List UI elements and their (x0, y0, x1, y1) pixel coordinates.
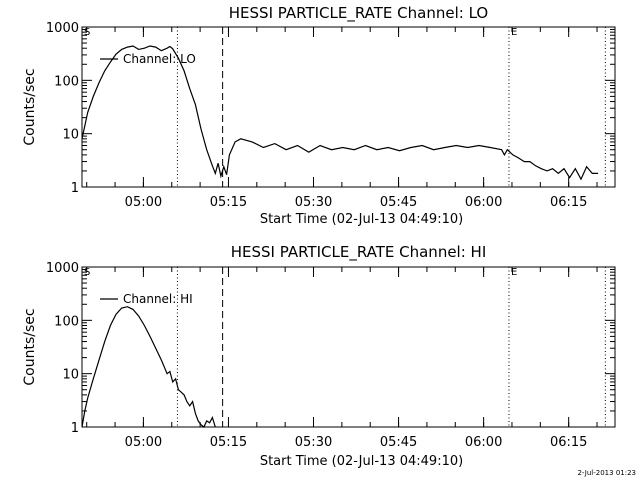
legend-label: Channel: HI (123, 292, 193, 306)
y-axis-label: Counts/sec (22, 308, 38, 385)
y-tick-label: 10 (62, 128, 79, 143)
x-tick-label: 06:00 (465, 435, 502, 450)
x-tick-label: 05:00 (125, 435, 162, 450)
y-axis-label: Counts/sec (22, 68, 38, 145)
x-tick-label: 06:15 (550, 435, 587, 450)
x-tick-label: 05:30 (295, 195, 332, 210)
chart-title: HESSI PARTICLE_RATE Channel: HI (231, 243, 487, 262)
x-tick-label: 05:00 (125, 195, 162, 210)
y-tick-label: 1000 (46, 261, 79, 276)
y-tick-label: 1000 (46, 21, 79, 36)
panel-lo: HESSI PARTICLE_RATE Channel: LO 1 10 100 100… (22, 4, 616, 227)
x-tick-label: 06:00 (465, 195, 502, 210)
series-line (81, 306, 216, 428)
footer-timestamp: 2-Jul-2013 01:23 (577, 469, 636, 477)
x-tick-label: 05:15 (210, 435, 247, 450)
marker-label: S (84, 267, 90, 278)
y-tick-label: 1 (71, 181, 79, 196)
chart-title: HESSI PARTICLE_RATE Channel: LO (229, 4, 488, 23)
panel-hi: HESSI PARTICLE_RATE Channel: HI 1 10 100 100… (22, 243, 616, 469)
x-tick-label: 05:15 (210, 195, 247, 210)
marker-label: E (511, 27, 517, 38)
y-tick-label: 10 (62, 368, 79, 383)
x-tick-label: 05:45 (380, 435, 417, 450)
marker-label: E (511, 267, 517, 278)
x-axis-label: Start Time (02-Jul-13 04:49:10) (260, 212, 463, 227)
x-tick-label: 05:30 (295, 435, 332, 450)
plot-frame (81, 266, 616, 428)
x-tick-label: 05:45 (380, 195, 417, 210)
y-tick-label: 100 (54, 74, 79, 89)
x-tick-label: 06:15 (550, 195, 587, 210)
x-axis-label: Start Time (02-Jul-13 04:49:10) (260, 454, 463, 469)
legend-label: Channel: LO (123, 52, 196, 66)
marker-label: S (84, 27, 90, 38)
y-tick-label: 100 (54, 314, 79, 329)
series-line (81, 45, 598, 181)
y-tick-label: 1 (71, 421, 79, 436)
plot-frame (81, 26, 616, 188)
